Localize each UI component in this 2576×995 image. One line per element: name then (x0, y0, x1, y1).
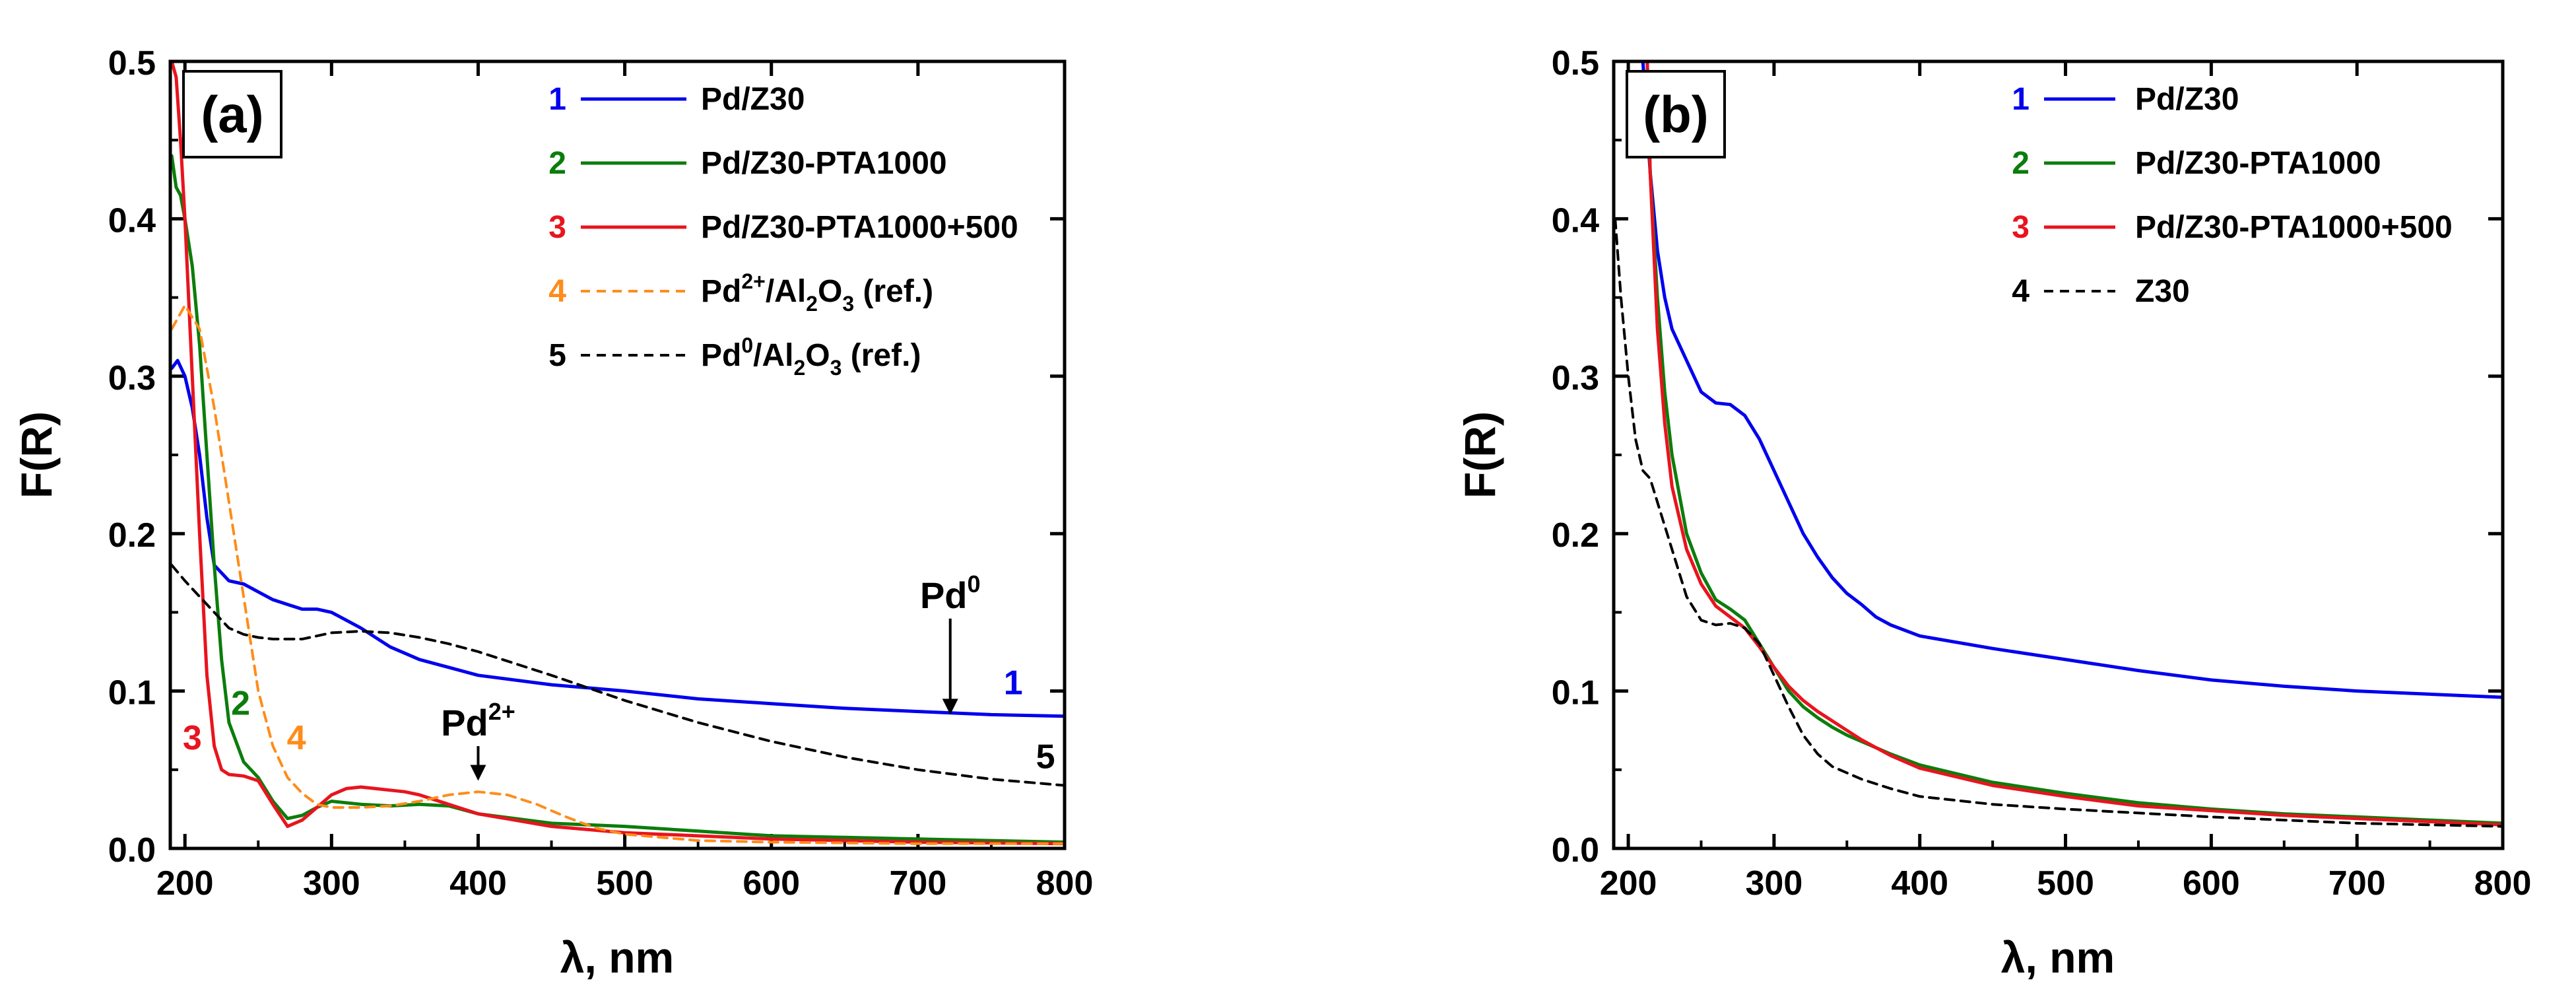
x-tick-label-a-3: 500 (596, 864, 653, 903)
legend-number-a-2: 2 (548, 146, 566, 181)
y-tick-label-b-2: 0.2 (1552, 516, 1599, 555)
x-tick-label-b-4: 600 (2183, 864, 2240, 903)
annotation-label-pd2: Pd2+ (441, 698, 515, 743)
y-tick-label-a-4: 0.4 (108, 201, 156, 240)
y-tick-label-a-0: 0.0 (108, 831, 156, 870)
y-tick-label-a-2: 0.2 (108, 516, 156, 555)
legend-label-b-3: Pd/Z30-PTA1000+500 (2135, 210, 2453, 245)
x-tick-label-b-2: 400 (1891, 864, 1948, 903)
legend-number-b-4: 4 (2012, 274, 2030, 309)
legend-number-b-2: 2 (2012, 146, 2030, 181)
y-tick-label-a-3: 0.3 (108, 359, 156, 397)
panel-label-b: (b) (1643, 85, 1709, 143)
x-axis-ticks-a: 200 300 400 500 600 700 800 (156, 61, 1094, 903)
y-tick-label-a-5: 0.5 (108, 44, 156, 83)
y-tick-label-a-1: 0.1 (108, 674, 156, 712)
x-tick-label-b-3: 500 (2037, 864, 2094, 903)
legend-label-a-1: Pd/Z30 (701, 82, 805, 117)
y-axis-label-a: F(R) (12, 411, 61, 498)
plot-frame-a (168, 59, 1067, 850)
panel-label-a: (a) (201, 85, 263, 143)
panel-label-box-b (1626, 70, 1726, 158)
series-group-b (1614, 61, 2503, 828)
plot-frame-b (1612, 59, 2505, 850)
series-line-a-4 (170, 304, 1065, 845)
annotation-arrowhead-pd0 (942, 699, 958, 715)
series-line-a-3 (170, 61, 1065, 846)
curve-label-5: 5 (1036, 738, 1055, 776)
x-tick-label-b-0: 200 (1600, 864, 1657, 903)
panel-label-box-a (182, 70, 282, 158)
x-axis-unit-a: , nm (585, 933, 675, 982)
legend-number-a-1: 1 (548, 82, 566, 117)
series-line-b-4 (1614, 217, 2503, 828)
x-axis-symbol-a: λ (560, 933, 585, 982)
series-line-b-2 (1645, 61, 2503, 825)
y-tick-label-b-0: 0.0 (1552, 831, 1599, 870)
x-tick-label-a-6: 800 (1036, 864, 1094, 903)
x-tick-label-b-6: 800 (2474, 864, 2532, 903)
x-axis-unit-b: , nm (2026, 933, 2115, 982)
annotation-label-pd0: Pd0 (920, 570, 981, 616)
legend-label-b-1: Pd/Z30 (2135, 82, 2239, 117)
x-axis-label-a: λ, nm (560, 933, 674, 982)
annotation-arrowhead-pd2 (470, 765, 486, 781)
legend-number-a-3: 3 (548, 210, 566, 245)
panel-a: 0.0 0.1 0.2 0.3 0.4 0.5 200 300 400 500 600 700 800… (12, 44, 1093, 982)
y-tick-label-b-5: 0.5 (1552, 44, 1599, 83)
legend-b: 1 Pd/Z30 2 Pd/Z30-PTA1000 3 Pd/Z30-PTA1000+50… (2012, 82, 2452, 309)
series-line-a-2 (170, 154, 1065, 844)
x-tick-label-b-1: 300 (1746, 864, 1803, 903)
legend-number-b-3: 3 (2012, 210, 2030, 245)
panel-b: 0.0 0.1 0.2 0.3 0.4 0.5 200 300 400 500 600 700 800… (1455, 44, 2531, 982)
legend-label-b-2: Pd/Z30-PTA1000 (2135, 146, 2381, 181)
x-tick-label-b-5: 700 (2328, 864, 2386, 903)
y-tick-label-b-4: 0.4 (1552, 201, 1599, 240)
y-tick-label-b-3: 0.3 (1552, 359, 1599, 397)
series-line-a-5 (170, 563, 1065, 787)
curve-label-1: 1 (1004, 664, 1023, 702)
x-tick-label-a-2: 400 (449, 864, 507, 903)
legend-a: 1 Pd/Z30 2 Pd/Z30-PTA1000 3 Pd/Z30-PTA1000+50… (548, 82, 1018, 380)
curve-label-2: 2 (231, 684, 250, 722)
y-tick-label-b-1: 0.1 (1552, 674, 1599, 712)
x-tick-label-a-1: 300 (303, 864, 360, 903)
series-line-b-3 (1645, 61, 2503, 827)
y-axis-ticks-a: 0.0 0.1 0.2 0.3 0.4 0.5 (108, 44, 1065, 870)
series-group-a (170, 61, 1065, 846)
curve-label-3: 3 (183, 719, 202, 757)
legend-label-b-4: Z30 (2135, 274, 2190, 309)
y-axis-label-b: F(R) (1455, 411, 1504, 498)
x-axis-symbol-b: λ (2001, 933, 2026, 982)
legend-label-a-2: Pd/Z30-PTA1000 (701, 146, 947, 181)
legend-label-a-3: Pd/Z30-PTA1000+500 (701, 210, 1018, 245)
series-line-a-1 (170, 359, 1065, 718)
legend-number-b-1: 1 (2012, 82, 2030, 117)
curve-label-4: 4 (287, 719, 306, 757)
x-tick-label-a-5: 700 (889, 864, 946, 903)
legend-number-a-4: 4 (548, 274, 566, 309)
x-tick-label-a-4: 600 (743, 864, 800, 903)
legend-number-a-5: 5 (548, 338, 566, 373)
series-line-b-1 (1641, 61, 2503, 699)
legend-label-a-5: Pd0/Al2O3 (ref.) (701, 333, 921, 380)
x-tick-label-a-0: 200 (156, 864, 214, 903)
x-axis-ticks-b: 200 300 400 500 600 700 800 (1600, 61, 2532, 903)
x-axis-label-b: λ, nm (2001, 933, 2115, 982)
legend-label-a-4: Pd2+/Al2O3 (ref.) (701, 269, 933, 316)
